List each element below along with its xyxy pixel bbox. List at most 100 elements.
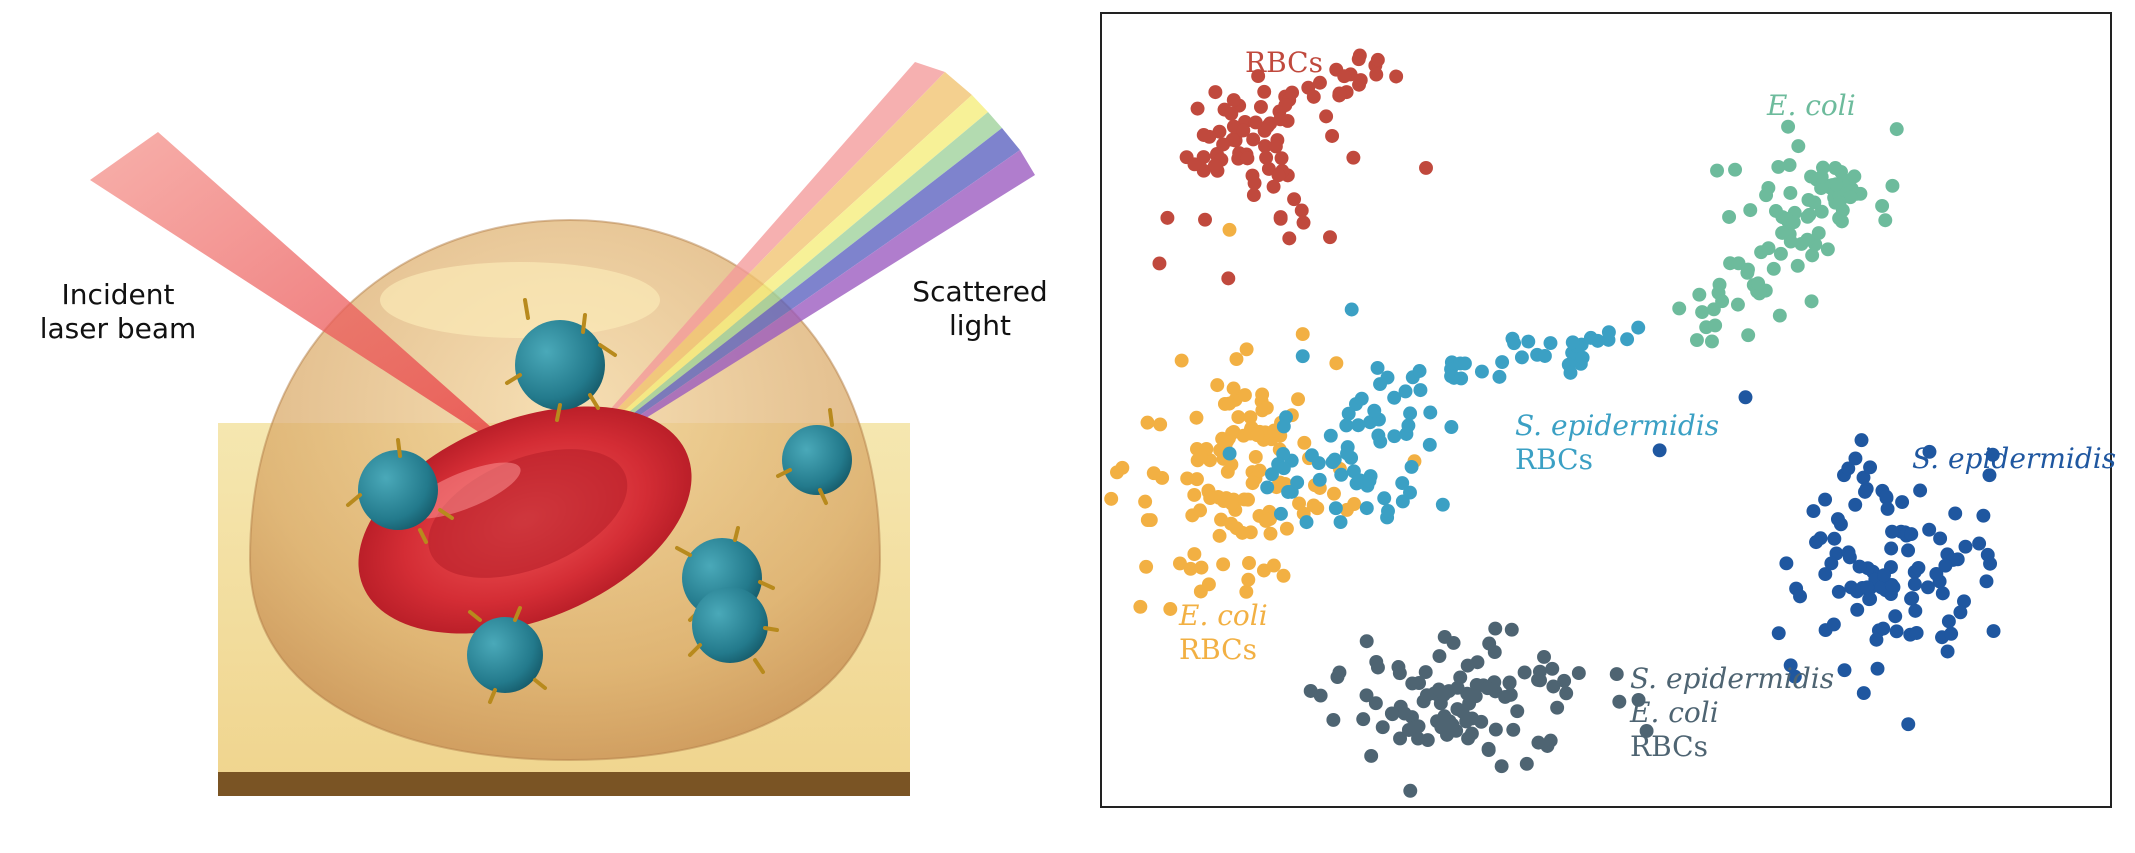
ecoli-rbc-point: [1259, 400, 1274, 415]
sepi-rbc-point: [1387, 429, 1402, 444]
rbc-point: [1273, 112, 1288, 127]
mix-point: [1392, 666, 1407, 681]
rbc-point: [1258, 139, 1272, 154]
ecoli-point: [1695, 305, 1710, 320]
rbc-point: [1332, 86, 1347, 101]
ecoli-rbc-point: [1172, 556, 1187, 571]
ecoli-rbc-point: [1263, 526, 1278, 541]
rbc-point: [1268, 139, 1283, 154]
mix-point: [1482, 636, 1497, 651]
ecoli-rbc-point: [1187, 547, 1202, 562]
rbc-point: [1259, 150, 1274, 165]
sepi-rbc-point: [1399, 427, 1414, 441]
scattered-light: [550, 62, 1035, 478]
ecoli-point: [1692, 287, 1707, 302]
rbc-point: [1253, 99, 1268, 114]
label-sepi-rbc-line2: RBCs: [1515, 443, 1593, 476]
rbc-point: [1419, 160, 1433, 175]
rbc-point: [1278, 98, 1293, 113]
sepi-point: [1976, 508, 1991, 523]
sepi-point: [1905, 591, 1920, 606]
ecoli-rbc-point: [1139, 559, 1154, 574]
sepi-rbc-point: [1398, 384, 1413, 399]
sepi-rbc-point: [1563, 365, 1578, 380]
mix-point: [1506, 722, 1521, 737]
ecoli-rbc-point: [1194, 560, 1209, 575]
ecoli-rbc-point: [1237, 388, 1252, 403]
rbc-point: [1207, 158, 1222, 173]
sepi-point: [1879, 489, 1894, 504]
sepi-point: [1953, 605, 1968, 620]
sepi-point: [1948, 506, 1963, 521]
sepi-rbc-point: [1537, 349, 1552, 363]
sepi-rbc-point: [1295, 349, 1310, 364]
droplet-illustration: [90, 62, 1035, 796]
sepi-point: [1856, 470, 1871, 485]
sepi-point: [1979, 574, 1994, 589]
mix-point: [1546, 679, 1561, 694]
ecoli-rbc-point: [1224, 496, 1239, 511]
ecoli-rbc-point: [1266, 558, 1281, 573]
sepi-point: [1889, 624, 1904, 639]
sepi-point: [1874, 580, 1889, 595]
mix-point: [1356, 712, 1371, 727]
ecoli-point: [1672, 301, 1687, 316]
ecoli-rbc-point: [1248, 449, 1263, 464]
sepi-point: [1941, 614, 1956, 629]
ecoli-rbc-point: [1222, 396, 1237, 411]
ecoli-rbc-point: [1229, 352, 1244, 367]
sepi-point: [1913, 483, 1928, 498]
mix-point: [1639, 724, 1654, 738]
label-mix-line3: RBCs: [1630, 730, 1708, 763]
mix-point: [1436, 687, 1451, 702]
rbc-point: [1369, 67, 1384, 82]
sepi-rbc-point: [1333, 515, 1348, 529]
sepi-point: [1827, 531, 1842, 546]
rbc-point: [1285, 85, 1300, 100]
sepi-point: [1848, 451, 1863, 466]
sepi-rbc-point: [1403, 406, 1418, 421]
sepi-rbc-point: [1299, 515, 1314, 530]
illustration-panel: Incident laser beam Scattered light: [39, 62, 1055, 796]
rbc-point: [1306, 89, 1321, 104]
mix-point: [1480, 681, 1495, 696]
mix-point: [1510, 704, 1525, 719]
ecoli-rbc-point: [1189, 410, 1204, 425]
ecoli-point: [1786, 215, 1801, 230]
ecoli-point: [1804, 294, 1819, 309]
ecoli-rbc-point: [1239, 342, 1254, 357]
mix-point: [1375, 720, 1390, 735]
ecoli-point: [1791, 139, 1806, 154]
rbc-point: [1208, 85, 1223, 100]
rbc-point: [1198, 212, 1212, 227]
sepi-rbc-point: [1328, 501, 1343, 516]
ecoli-point: [1834, 214, 1849, 229]
ecoli-point: [1772, 308, 1787, 323]
ecoli-rbc-point: [1250, 428, 1265, 443]
scattered-label-line2: light: [948, 309, 1012, 342]
rbc-point: [1353, 73, 1368, 88]
incident-label-line2: laser beam: [39, 312, 197, 345]
ecoli-rbc-point: [1243, 410, 1258, 425]
sepi-point: [1652, 443, 1667, 458]
scattered-light-label: Scattered light: [905, 275, 1055, 343]
sepi-point: [1771, 626, 1786, 641]
rbc-point: [1312, 75, 1327, 90]
rbc-point: [1248, 115, 1263, 130]
ecoli-point: [1708, 318, 1723, 333]
sepi-rbc-point: [1222, 446, 1237, 461]
cluster-plot: RBCs E. coli S. epidermidis S. epidermid…: [1100, 12, 2116, 808]
ecoli-rbc-point: [1174, 353, 1189, 368]
rbc-point: [1246, 188, 1261, 203]
ecoli-point: [1832, 195, 1847, 210]
sepi-rbc-point: [1276, 419, 1291, 434]
mix-point: [1446, 635, 1461, 650]
ecoli-point: [1878, 213, 1893, 228]
rbc-point: [1351, 52, 1366, 67]
rbc-point: [1152, 256, 1167, 271]
ecoli-point: [1743, 203, 1758, 218]
ecoli-rbc-point: [1140, 415, 1155, 430]
sepi-rbc-point: [1381, 504, 1395, 518]
ecoli-point: [1722, 210, 1737, 224]
sepi-rbc-point: [1565, 335, 1580, 350]
